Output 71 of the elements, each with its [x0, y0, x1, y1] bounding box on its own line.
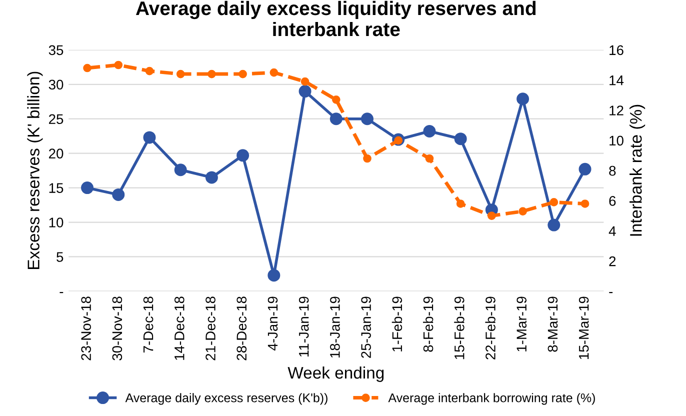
point — [488, 212, 496, 220]
point — [516, 92, 530, 106]
point — [145, 66, 154, 76]
x-tick-label: 4-Jan-19 — [268, 296, 278, 351]
point — [548, 218, 560, 232]
point — [236, 149, 250, 162]
y2-tick-label: 12 — [610, 106, 624, 116]
x-tick-label: 1-Feb-19 — [392, 296, 402, 352]
y-tick-label: 30 — [48, 80, 64, 90]
point — [112, 188, 125, 201]
point — [454, 132, 467, 146]
point — [518, 207, 527, 216]
point — [580, 200, 590, 208]
point — [174, 164, 187, 176]
x-tick-label: 8-Mar-19 — [548, 296, 558, 352]
y2-tick-label: 6 — [609, 196, 616, 206]
chart-title: Average daily excess liquidity reserves and interbank rate — [136, 0, 536, 36]
y-tick-label: 20 — [48, 148, 64, 158]
x-tick-label: 28-Dec-18 — [236, 296, 247, 360]
legend-label: Average daily excess reserves (K'b)) — [125, 393, 328, 405]
legend-label: Average interbank borrowing rate (%) — [388, 393, 595, 405]
point — [423, 125, 436, 138]
point — [176, 70, 185, 78]
point — [425, 154, 434, 163]
x-tick-label: 23-Nov-18 — [81, 296, 91, 360]
y-tick-label: 35 — [48, 45, 64, 56]
point — [456, 200, 465, 208]
x-tick-label: 1-Mar-19 — [516, 296, 527, 352]
point — [361, 112, 374, 126]
y2-tick-label: - — [609, 292, 613, 294]
y2-tick-label: 14 — [610, 76, 624, 86]
y2-tick-label: 16 — [610, 45, 624, 56]
point — [363, 154, 372, 163]
point — [208, 70, 216, 78]
x-tick-label: 25-Jan-19 — [361, 296, 371, 358]
point — [81, 182, 94, 194]
y2-tick-label: 8 — [609, 166, 616, 176]
point — [270, 68, 278, 77]
x-tick-label: 14-Dec-18 — [174, 296, 184, 360]
point — [205, 171, 218, 184]
x-tick-label: 22-Feb-19 — [485, 296, 496, 360]
point — [268, 269, 280, 282]
y2-axis-title: Interbank rate (%) — [630, 104, 646, 236]
x-tick-label: 15-Feb-19 — [454, 296, 464, 360]
y2-tick-label: 10 — [610, 136, 624, 146]
point — [300, 77, 310, 86]
x-tick-label: 11-Jan-19 — [298, 296, 309, 357]
point — [330, 112, 342, 126]
point — [83, 64, 92, 72]
point — [550, 198, 558, 206]
y-tick-label: 5 — [56, 252, 64, 262]
point — [114, 60, 123, 70]
x-tick-label: 18-Jan-19 — [330, 296, 340, 358]
y-tick-label: 10 — [49, 218, 64, 228]
y-axis-title: Excess reserves (K' billion) — [27, 72, 43, 269]
point — [143, 131, 156, 144]
x-tick-label: 30-Nov-18 — [112, 296, 122, 360]
x-tick-label: 21-Dec-18 — [206, 296, 216, 360]
y-tick-label: 25 — [48, 114, 64, 124]
x-tick-label: 7-Dec-18 — [143, 296, 154, 352]
y-tick-label: 15 — [49, 183, 64, 193]
x-tick-label: 8-Feb-19 — [422, 296, 434, 352]
y2-tick-label: 4 — [608, 226, 616, 236]
y2-tick-label: 2 — [609, 256, 616, 266]
point — [332, 96, 340, 104]
point — [578, 162, 592, 176]
x-tick-label: 15-Mar-19 — [578, 296, 589, 360]
y-tick-label: - — [60, 292, 64, 294]
point — [238, 70, 247, 78]
x-axis-title: Week ending — [288, 366, 384, 382]
point — [298, 85, 312, 98]
